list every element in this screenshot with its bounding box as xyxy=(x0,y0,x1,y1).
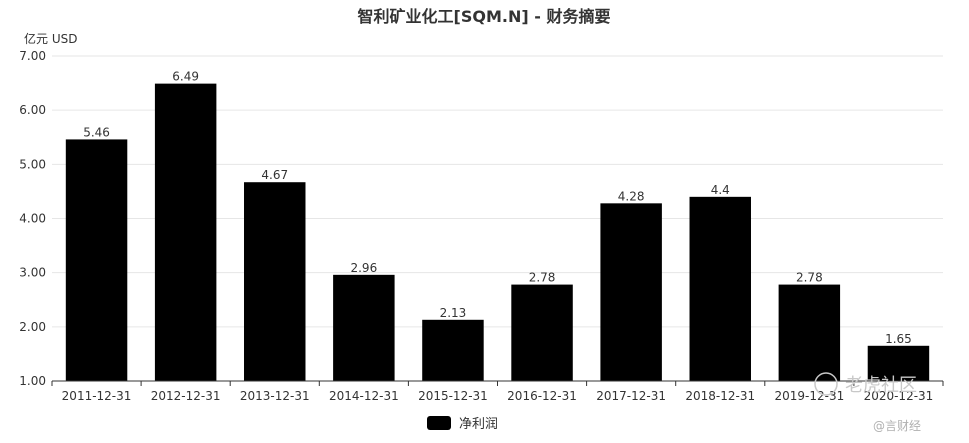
x-tick-label: 2020-12-31 xyxy=(864,389,934,403)
y-tick-label: 6.00 xyxy=(19,103,46,117)
bar xyxy=(600,203,662,381)
value-label: 4.28 xyxy=(618,189,645,203)
value-label: 4.4 xyxy=(711,183,730,197)
value-label: 2.78 xyxy=(796,271,823,285)
value-label: 4.67 xyxy=(261,168,288,182)
watermark: 老虎社区 @言财经 xyxy=(814,372,921,433)
watermark-sub: @言财经 xyxy=(873,419,921,433)
legend-swatch[interactable] xyxy=(427,416,451,430)
bar xyxy=(422,319,484,381)
y-tick-label: 3.00 xyxy=(19,266,46,280)
x-axis-ticks: 2011-12-31 2012-12-31 2013-12-31 2014-12-31… xyxy=(62,389,934,403)
value-label: 5.46 xyxy=(83,125,110,139)
x-axis xyxy=(51,380,944,386)
value-labels: 5.46 6.49 4.67 2.96 2.13 2.78 4.28 4.4 2.78 1.65 xyxy=(83,70,912,346)
watermark-logo-icon xyxy=(814,372,838,396)
x-tick-label: 2016-12-31 xyxy=(507,389,577,403)
y-tick-label: 5.00 xyxy=(19,157,46,171)
x-tick-label: 2012-12-31 xyxy=(151,389,221,403)
y-tick-label: 7.00 xyxy=(19,49,46,63)
x-tick-label: 2013-12-31 xyxy=(240,389,310,403)
watermark-main: 老虎社区 xyxy=(845,375,917,396)
y-tick-label: 4.00 xyxy=(19,212,46,226)
legend[interactable]: 净利润 xyxy=(427,416,498,432)
x-tick-label: 2019-12-31 xyxy=(774,389,844,403)
y-axis-ticks: 1.00 2.00 3.00 4.00 5.00 6.00 7.00 xyxy=(19,49,46,388)
bar xyxy=(65,139,128,381)
value-label: 1.65 xyxy=(885,332,912,346)
x-tick-label: 2018-12-31 xyxy=(685,389,755,403)
bar xyxy=(689,196,751,381)
bar xyxy=(867,345,930,381)
value-label: 2.96 xyxy=(350,261,377,275)
legend-label[interactable]: 净利润 xyxy=(459,417,498,432)
bar xyxy=(511,284,573,381)
x-tick-label: 2011-12-31 xyxy=(62,389,132,403)
bar xyxy=(778,284,841,381)
x-tick-label: 2017-12-31 xyxy=(596,389,666,403)
bar xyxy=(333,274,395,381)
y-tick-label: 2.00 xyxy=(19,320,46,334)
value-label: 6.49 xyxy=(172,70,199,84)
value-label: 2.13 xyxy=(440,306,467,320)
x-tick-label: 2015-12-31 xyxy=(418,389,488,403)
x-tick-label: 2014-12-31 xyxy=(329,389,399,403)
bar xyxy=(244,182,306,381)
bars xyxy=(65,83,930,381)
bar xyxy=(154,83,217,381)
value-label: 2.78 xyxy=(529,271,556,285)
chart-title: 智利矿业化工[SQM.N] - 财务摘要 xyxy=(358,7,611,26)
y-axis-unit-label: 亿元 USD xyxy=(24,31,77,46)
y-tick-label: 1.00 xyxy=(19,374,46,388)
